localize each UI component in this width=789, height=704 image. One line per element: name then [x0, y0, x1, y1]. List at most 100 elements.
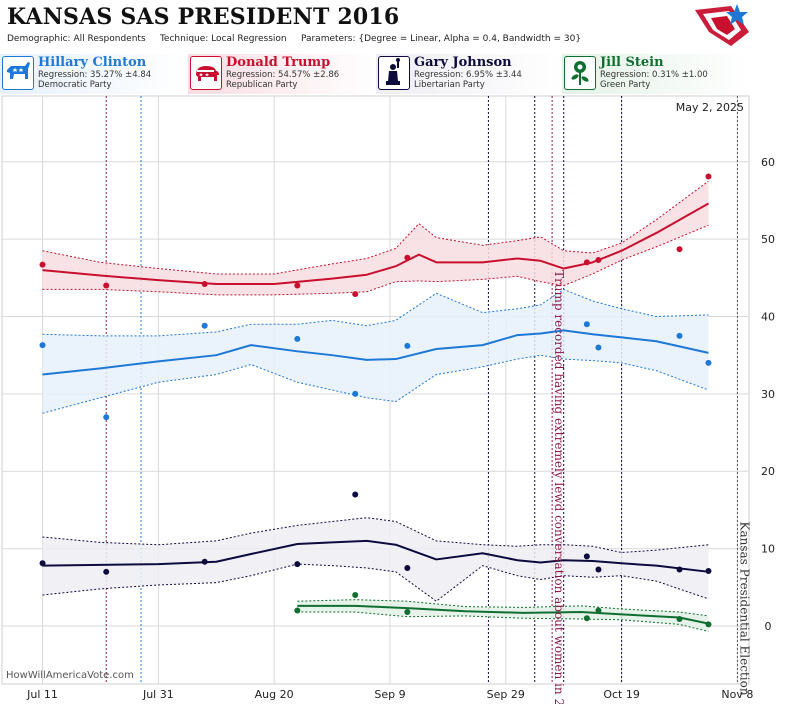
title-rest: SAS PRESIDENT 2016 — [120, 4, 400, 30]
confidence-band — [42, 517, 709, 602]
poll-point — [404, 609, 411, 616]
poll-point — [404, 564, 411, 571]
poll-point — [583, 321, 590, 328]
poll-point — [676, 566, 683, 573]
chart-title: KANSAS SAS PRESIDENT 2016 — [7, 4, 399, 30]
regression-line — [42, 329, 709, 376]
series-gary-johnson — [39, 491, 712, 602]
poll-point — [595, 566, 602, 573]
poll-point — [294, 561, 301, 568]
poll-point — [352, 291, 359, 298]
x-tick-label: Jul 31 — [142, 688, 174, 701]
candidate-name: Gary Johnson — [414, 55, 512, 70]
y-tick-label: 0 — [765, 620, 772, 633]
poll-point — [583, 615, 590, 622]
sunflower-icon — [564, 56, 596, 90]
watermark: HowWillAmericaVote.com — [6, 670, 134, 681]
poll-point — [705, 359, 712, 366]
regression-line — [297, 604, 709, 625]
poll-point — [676, 246, 683, 253]
chart-parameters: Demographic: All Respondents Technique: … — [7, 34, 581, 44]
donkey-icon — [2, 56, 34, 90]
poll-point — [352, 491, 359, 498]
y-tick-label: 50 — [761, 233, 775, 246]
technique-label: Technique: — [159, 34, 209, 44]
poll-point — [294, 607, 301, 614]
poll-point — [595, 257, 602, 264]
series-layer — [39, 173, 712, 632]
candidate-name: Hillary Clinton — [38, 55, 147, 70]
confidence-lower — [42, 224, 709, 296]
candidate-legend: Hillary Clinton Regression: 35.27% ±4.84… — [0, 54, 789, 94]
confidence-lower — [42, 354, 709, 414]
poll-point — [201, 281, 208, 288]
poll-point — [294, 335, 301, 342]
x-tick-label: Nov 8 — [721, 688, 753, 701]
poll-point — [595, 344, 602, 351]
poll-point — [103, 568, 110, 575]
candidate-regression: Regression: 54.57% ±2.86 — [226, 70, 340, 80]
parameters-value: {Degree = Linear, Alpha = 0.4, Bandwidth… — [358, 34, 582, 44]
x-tick-label: Jul 11 — [26, 688, 58, 701]
date-stamp: May 2, 2025 — [676, 101, 744, 114]
poll-point — [201, 322, 208, 329]
confidence-upper — [42, 180, 709, 275]
y-tick-label: 40 — [761, 311, 775, 324]
legend-item-trump: Donald Trump Regression: 54.57% ±2.86 Re… — [188, 54, 376, 94]
liberty-statue-icon — [378, 56, 410, 90]
demographic-label: Demographic: — [7, 34, 71, 44]
confidence-upper — [42, 288, 709, 337]
candidate-regression: Regression: 35.27% ±4.84 — [38, 70, 152, 80]
candidate-party: Republican Party — [226, 80, 298, 90]
poll-point — [39, 342, 46, 349]
poll-point — [404, 342, 411, 349]
x-tick-label: Aug 20 — [255, 688, 294, 701]
poll-point — [352, 592, 359, 599]
poll-point — [294, 282, 301, 289]
confidence-band — [42, 289, 709, 414]
chart-header: KANSAS SAS PRESIDENT 2016 Demographic: A… — [0, 0, 789, 50]
poll-point — [705, 173, 712, 180]
poll-point — [404, 254, 411, 261]
poll-point — [676, 616, 683, 623]
poll-point — [103, 282, 110, 289]
legend-item-johnson: Gary Johnson Regression: 6.95% ±3.44 Lib… — [376, 54, 564, 94]
candidate-party: Democratic Party — [38, 80, 112, 90]
legend-item-clinton: Hillary Clinton Regression: 35.27% ±4.84… — [0, 54, 188, 94]
candidate-party: Libertarian Party — [414, 80, 485, 90]
site-logo-icon — [695, 4, 749, 46]
poll-point — [583, 259, 590, 266]
parameters-label: Parameters: — [300, 34, 356, 44]
title-state: KANSAS — [7, 4, 113, 30]
series-jill-stein — [294, 592, 712, 632]
y-tick-label: 60 — [761, 156, 775, 169]
poll-point — [676, 332, 683, 339]
poll-point — [39, 261, 46, 268]
demographic-value: All Respondents — [73, 34, 146, 44]
x-tick-label: Sep 9 — [374, 688, 405, 701]
series-hillary-clinton — [39, 288, 712, 421]
poll-point — [39, 560, 46, 567]
candidate-regression: Regression: 0.31% ±1.00 — [600, 70, 708, 80]
annotations: Trump recorded having extremely lewd con… — [552, 270, 751, 704]
x-tick-label: Oct 19 — [603, 688, 640, 701]
poll-point — [595, 607, 602, 614]
y-tick-label: 10 — [761, 543, 775, 556]
poll-point — [583, 553, 590, 560]
technique-value: Local Regression — [211, 34, 287, 44]
legend-item-stein: Jill Stein Regression: 0.31% ±1.00 Green… — [562, 54, 750, 94]
poll-point — [352, 390, 359, 397]
elephant-icon — [190, 56, 222, 90]
series-donald-trump — [39, 173, 712, 298]
poll-point — [705, 568, 712, 575]
poll-point — [705, 621, 712, 628]
poll-point — [103, 414, 110, 421]
confidence-upper — [42, 517, 709, 553]
annotation-text: Trump recorded having extremely lewd con… — [552, 270, 566, 704]
candidate-name: Jill Stein — [600, 55, 664, 70]
annotation-text: Kansas Presidential Election — [737, 522, 751, 696]
confidence-band — [42, 181, 709, 295]
confidence-lower — [42, 563, 709, 602]
candidate-name: Donald Trump — [226, 55, 331, 70]
y-tick-label: 20 — [761, 465, 775, 478]
